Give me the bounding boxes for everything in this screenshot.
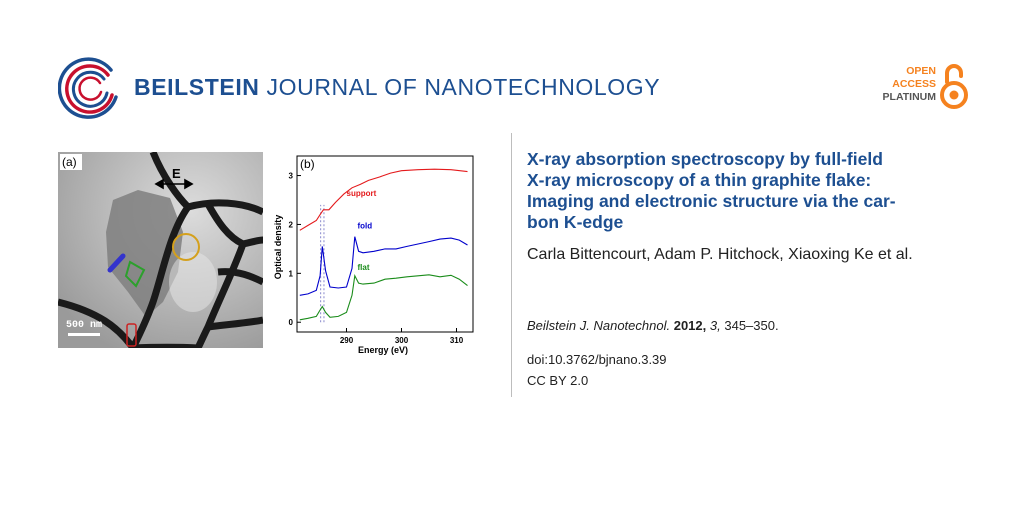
- citation-journal: Beilstein J. Nanotechnol.: [527, 318, 671, 333]
- label-box-a: [60, 154, 82, 170]
- series-label-flat: flat: [358, 263, 370, 272]
- oa-line-access: ACCESS: [892, 78, 936, 90]
- figure-b-spectra: 290 300 310 0 1 2 3 support fold flat (b) Energy …: [273, 155, 474, 355]
- citation-volume: 3,: [709, 318, 721, 333]
- citation-year: 2012,: [673, 318, 707, 333]
- oa-line-open: OPEN: [906, 65, 936, 77]
- article-citation: Beilstein J. Nanotechnol. 2012, 3, 345–3…: [527, 318, 779, 333]
- y-tick-label-1: 1: [289, 269, 294, 278]
- x-tick-label-300: 300: [395, 336, 409, 345]
- article-authors: Carla Bittencourt, Adam P. Hitchock, Xia…: [527, 246, 913, 263]
- series-line-fold: [299, 236, 468, 296]
- support-grid: [58, 152, 263, 348]
- article-doi: doi:10.3762/bjnano.3.39: [527, 352, 667, 367]
- y-tick-label-3: 3: [289, 172, 294, 181]
- series-line-support: [299, 168, 468, 231]
- field-label-e: E: [172, 166, 181, 181]
- y-tick-label-0: 0: [289, 318, 294, 327]
- y-axis-label: Optical density: [273, 215, 283, 280]
- field-arrow-icon: [154, 178, 194, 190]
- x-axis-label: Energy (eV): [358, 345, 408, 355]
- panel-label-a: (a): [62, 155, 77, 169]
- journal-title: BEILSTEIN JOURNAL OF NANOTECHNOLOGY: [134, 74, 660, 101]
- oa-line-platinum: PLATINUM: [882, 91, 936, 103]
- article-title: X-ray absorption spectroscopy by full-fi…: [527, 149, 977, 233]
- journal-title-rest: JOURNAL OF NANOTECHNOLOGY: [266, 74, 661, 100]
- grid-hole: [169, 252, 217, 312]
- red-region-marker: [126, 323, 137, 347]
- plot-frame: [296, 155, 474, 333]
- flat-region-marker: [124, 260, 146, 288]
- journal-title-bold: BEILSTEIN: [134, 74, 260, 100]
- graphite-flake: [106, 190, 183, 317]
- title-line-2: X-ray microscopy of a thin graphite flak…: [527, 170, 872, 190]
- scalebar-label: 500 nm: [66, 320, 102, 331]
- open-access-badge: OPEN ACCESS PLATINUM: [856, 65, 936, 104]
- beilstein-logo-icon: [58, 57, 118, 119]
- series-label-fold: fold: [358, 221, 373, 230]
- title-line-1: X-ray absorption spectroscopy by full-fi…: [527, 149, 883, 169]
- panel-label-b: (b): [300, 157, 315, 171]
- figure-a-microscopy: (a) E 500 nm: [58, 152, 263, 348]
- x-tick-label-310: 310: [450, 336, 464, 345]
- x-tick-label-290: 290: [340, 336, 354, 345]
- vertical-divider: [511, 133, 512, 397]
- support-region-marker: [172, 233, 200, 261]
- series-line-flat: [299, 274, 468, 321]
- title-line-3: Imaging and electronic structure via the…: [527, 191, 896, 211]
- citation-pages: 345–350.: [724, 318, 779, 333]
- y-tick-label-2: 2: [289, 220, 294, 229]
- series-label-support: support: [347, 189, 377, 198]
- fold-region-marker: [107, 253, 126, 273]
- title-line-4: bon K-edge: [527, 212, 624, 232]
- scalebar: [68, 333, 100, 336]
- article-license: CC BY 2.0: [527, 373, 589, 388]
- open-access-lock-icon: [940, 64, 968, 109]
